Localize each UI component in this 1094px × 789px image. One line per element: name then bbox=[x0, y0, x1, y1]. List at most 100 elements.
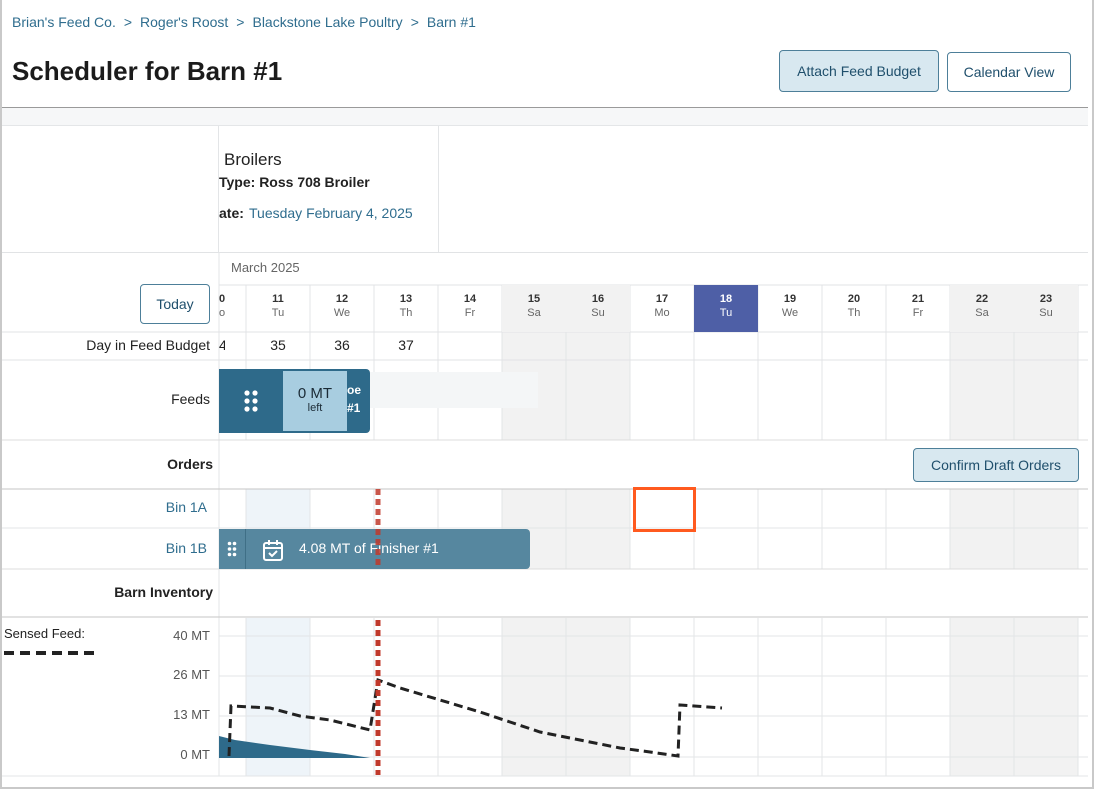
flock-title: Broilers bbox=[224, 150, 282, 169]
weekend-column bbox=[950, 489, 1014, 569]
calendar-view-button[interactable]: Calendar View bbox=[947, 52, 1071, 92]
day-header-12[interactable]: 12 We bbox=[310, 285, 374, 332]
day-number: 19 bbox=[783, 293, 797, 305]
day-number: 0 bbox=[219, 293, 226, 305]
day-header-17[interactable]: 17 Mo bbox=[630, 285, 694, 332]
sensed-feed-line bbox=[227, 677, 723, 758]
day-header-19[interactable]: 19 We bbox=[758, 285, 822, 332]
day-name: Sa bbox=[527, 307, 541, 319]
weekend-column bbox=[566, 618, 630, 776]
breadcrumb-separator: > bbox=[410, 14, 419, 30]
inventory-legend-label: Sensed Feed: bbox=[4, 626, 85, 641]
day-name: Sa bbox=[975, 307, 989, 319]
weekend-column bbox=[950, 618, 1014, 776]
row-label-orders: Orders bbox=[167, 456, 213, 472]
calendar-check-icon bbox=[261, 538, 285, 567]
flock-type: Type: Ross 708 Broiler bbox=[219, 174, 370, 190]
breadcrumb-separator: > bbox=[123, 14, 133, 30]
y-axis-tick: 26 MT bbox=[173, 667, 210, 682]
weekend-column bbox=[566, 489, 630, 569]
feed-remaining-amount: 0 MT bbox=[297, 385, 333, 402]
section-divider bbox=[2, 252, 1088, 253]
weekend-column bbox=[1014, 618, 1078, 776]
day-number: 16 bbox=[591, 293, 605, 305]
day-number: 11 bbox=[272, 293, 284, 305]
feed-block[interactable]: 0 MT left oe #1 bbox=[219, 369, 370, 433]
bin-1a-link[interactable]: Bin 1A bbox=[165, 499, 207, 515]
feed-ghost-block bbox=[370, 372, 538, 408]
feed-budget-day-value: 37 bbox=[398, 337, 414, 353]
breadcrumb-item-roost[interactable]: Roger's Roost bbox=[140, 14, 229, 30]
day-number: 18 bbox=[719, 293, 733, 305]
day-number: 23 bbox=[1039, 293, 1053, 305]
day-header-21[interactable]: 21 Fr bbox=[886, 285, 950, 332]
day-name: Fr bbox=[912, 307, 924, 319]
feed-remaining: 0 MT left bbox=[283, 371, 347, 431]
past-day-tint bbox=[246, 618, 310, 776]
weekend-column bbox=[1014, 489, 1078, 569]
day-name: Tu bbox=[719, 307, 733, 319]
order-block[interactable]: 4.08 MT of Finisher #1 bbox=[219, 529, 530, 569]
sensed-feed-legend-swatch bbox=[4, 651, 99, 655]
flock-date-value[interactable]: Tuesday February 4, 2025 bbox=[249, 205, 413, 221]
bin-1b-link[interactable]: Bin 1B bbox=[165, 540, 207, 556]
day-number: 12 bbox=[335, 293, 349, 305]
day-header-23[interactable]: 23 Su bbox=[1014, 285, 1078, 332]
drag-handle-icon[interactable] bbox=[219, 369, 283, 433]
day-number: 14 bbox=[463, 293, 477, 305]
day-name: Su bbox=[591, 307, 605, 319]
flock-date-label: ate: bbox=[219, 205, 244, 221]
day-number: 15 bbox=[527, 293, 541, 305]
header-strip bbox=[2, 108, 1088, 126]
day-name: Tu bbox=[271, 307, 285, 319]
confirm-draft-orders-button[interactable]: Confirm Draft Orders bbox=[913, 448, 1079, 482]
y-axis-tick: 13 MT bbox=[173, 707, 210, 722]
day-name: Mo bbox=[654, 307, 670, 319]
attach-feed-budget-button[interactable]: Attach Feed Budget bbox=[779, 50, 939, 92]
day-header-11[interactable]: 11 Tu bbox=[246, 285, 310, 332]
day-name: Th bbox=[399, 307, 413, 319]
drag-handle-icon[interactable] bbox=[219, 529, 246, 569]
page-title: Scheduler for Barn #1 bbox=[12, 56, 283, 86]
day-header-20[interactable]: 20 Th bbox=[822, 285, 886, 332]
breadcrumb-separator: > bbox=[236, 14, 245, 30]
projected-feed-area bbox=[219, 736, 370, 758]
today-button[interactable]: Today bbox=[140, 284, 210, 324]
day-header-15[interactable]: 15 Sa bbox=[502, 285, 566, 332]
breadcrumb-item-company[interactable]: Brian's Feed Co. bbox=[12, 14, 116, 30]
feed-name-fragment: oe #1 bbox=[347, 381, 361, 417]
day-number: 22 bbox=[975, 293, 989, 305]
breadcrumb-item-farm[interactable]: Blackstone Lake Poultry bbox=[252, 14, 403, 30]
flock-card[interactable]: Broilers Type: Ross 708 Broiler ate: Tue… bbox=[219, 126, 439, 252]
day-name: Fr bbox=[464, 307, 476, 319]
feed-name-line: oe bbox=[347, 383, 362, 397]
day-name: Su bbox=[1039, 307, 1053, 319]
feed-budget-day-value: 36 bbox=[334, 337, 350, 353]
row-label-feeds: Feeds bbox=[171, 391, 210, 407]
day-header-22[interactable]: 22 Sa bbox=[950, 285, 1014, 332]
day-header-partial: 0 o bbox=[219, 285, 227, 332]
row-label-barn-inventory: Barn Inventory bbox=[114, 584, 213, 600]
day-header-13[interactable]: 13 Th bbox=[374, 285, 438, 332]
y-axis-tick: 40 MT bbox=[173, 628, 210, 643]
day-number: 13 bbox=[399, 293, 413, 305]
day-header-14[interactable]: 14 Fr bbox=[438, 285, 502, 332]
day-header-16[interactable]: 16 Su bbox=[566, 285, 630, 332]
feed-budget-day-value: 35 bbox=[270, 337, 286, 353]
feed-name-line: #1 bbox=[347, 401, 361, 415]
day-name: We bbox=[781, 307, 799, 319]
day-header-18[interactable]: 18 Tu bbox=[694, 285, 758, 332]
day-name: o bbox=[219, 307, 226, 319]
feed-budget-day-partial: 4 bbox=[219, 337, 225, 353]
breadcrumb: Brian's Feed Co. > Roger's Roost > Blackston… bbox=[12, 14, 476, 30]
y-axis-tick: 0 MT bbox=[180, 747, 210, 762]
selection-highlight[interactable] bbox=[633, 487, 696, 532]
row-label-day-in-feed-budget: Day in Feed Budget bbox=[86, 337, 210, 353]
breadcrumb-item-barn[interactable]: Barn #1 bbox=[426, 14, 476, 30]
month-label: March 2025 bbox=[231, 260, 300, 275]
header-divider bbox=[2, 107, 1088, 108]
order-description: 4.08 MT of Finisher #1 bbox=[299, 540, 439, 556]
feed-remaining-label: left bbox=[307, 402, 323, 414]
flock-spacer bbox=[2, 126, 219, 252]
day-number: 21 bbox=[911, 293, 925, 305]
